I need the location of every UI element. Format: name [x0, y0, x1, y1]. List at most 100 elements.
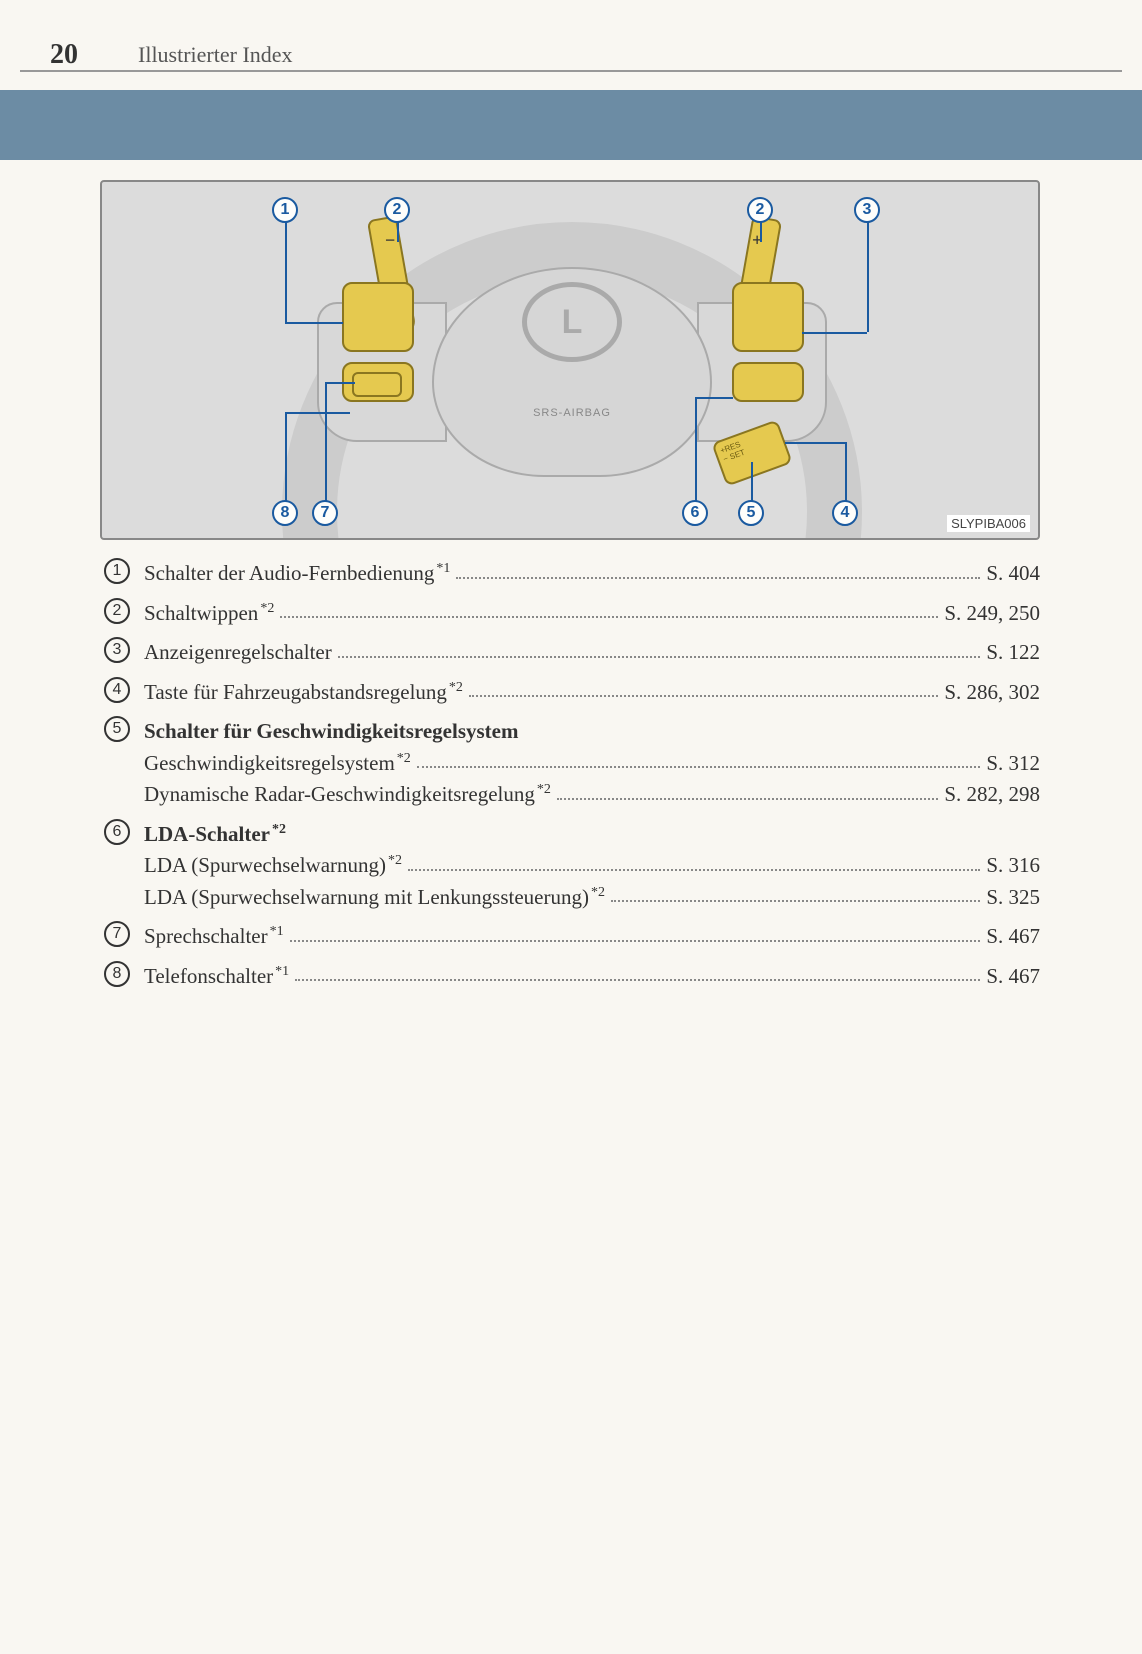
index-label: Schalter der Audio-Fernbedienung*1	[144, 558, 450, 590]
accent-band	[0, 90, 1142, 160]
index-line: Sprechschalter*1 S. 467	[144, 921, 1040, 953]
index-label: Taste für Fahrzeugabstandsregelung*2	[144, 677, 463, 709]
index-bullet: 2	[100, 598, 134, 624]
callout-3: 3	[854, 197, 880, 223]
page-ref: S. 467	[986, 961, 1040, 993]
page-ref: S. 282, 298	[944, 779, 1040, 811]
callout-4: 4	[832, 500, 858, 526]
footnote-ref: *2	[449, 680, 463, 695]
index-label: LDA (Spurwechselwarnung)*2	[144, 850, 402, 882]
lead-line	[802, 332, 867, 334]
lead-line	[325, 382, 327, 502]
section-title: Illustrierter Index	[138, 42, 293, 68]
index-item-body: LDA-Schalter*2LDA (Spurwechselwarnung)*2…	[144, 819, 1040, 914]
lead-line	[845, 442, 847, 502]
circle-number: 1	[104, 558, 130, 584]
index-line: Schalter für Geschwindigkeitsregelsystem	[144, 716, 1040, 748]
leader-dots	[417, 766, 981, 768]
index-bullet: 1	[100, 558, 134, 584]
leader-dots	[338, 656, 981, 658]
footnote-ref: *2	[397, 751, 411, 766]
index-line: AnzeigenregelschalterS. 122	[144, 637, 1040, 669]
callout-8: 8	[272, 500, 298, 526]
circle-number: 2	[104, 598, 130, 624]
leader-dots	[611, 900, 980, 902]
index-label: Dynamische Radar-Geschwindigkeitsregelun…	[144, 779, 551, 811]
index-row: 2 Schaltwippen*2 S. 249, 250	[100, 594, 1040, 634]
index-bullet: 8	[100, 961, 134, 987]
leader-dots	[557, 798, 938, 800]
index-item-body: AnzeigenregelschalterS. 122	[144, 637, 1040, 669]
index-row: 4 Taste für Fahrzeugabstandsregelung*2 S. …	[100, 673, 1040, 713]
page-ref: S. 467	[986, 921, 1040, 953]
callout-6: 6	[682, 500, 708, 526]
index-bullet: 6	[100, 819, 134, 845]
airbag-label: SRS-AIRBAG	[502, 407, 642, 419]
index-bullet: 4	[100, 677, 134, 703]
leader-dots	[295, 979, 980, 981]
lead-line	[867, 222, 869, 332]
leader-dots	[408, 869, 980, 871]
lead-line	[785, 442, 845, 444]
footnote-ref: *1	[275, 964, 289, 979]
lead-line	[285, 322, 343, 324]
index-label: Schalter für Geschwindigkeitsregelsystem	[144, 716, 518, 748]
index-label: Schaltwippen*2	[144, 598, 274, 630]
lexus-logo: L	[522, 282, 622, 362]
header-rule	[20, 70, 1122, 72]
lead-line	[285, 412, 287, 502]
steering-wheel-figure: L SRS-AIRBAG − + +RES− SET 122387654 SLY…	[100, 180, 1040, 540]
paddle-minus-icon: −	[385, 230, 395, 251]
index-item-body: Taste für Fahrzeugabstandsregelung*2 S. 2…	[144, 677, 1040, 709]
lead-line	[285, 412, 350, 414]
index-item-body: Schalter für Geschwindigkeitsregelsystem…	[144, 716, 1040, 811]
index-line: Telefonschalter*1 S. 467	[144, 961, 1040, 993]
page-ref: S. 312	[986, 748, 1040, 780]
circle-number: 8	[104, 961, 130, 987]
footnote-ref: *2	[537, 782, 551, 797]
lda-btn-group	[732, 362, 804, 402]
callout-7: 7	[312, 500, 338, 526]
content-area: L SRS-AIRBAG − + +RES− SET 122387654 SLY…	[100, 180, 1040, 996]
lead-line	[397, 222, 399, 242]
index-label: LDA-Schalter*2	[144, 819, 286, 851]
index-line: Schalter der Audio-Fernbedienung*1S. 404	[144, 558, 1040, 590]
page-ref: S. 325	[986, 882, 1040, 914]
page-ref: S. 286, 302	[944, 677, 1040, 709]
page-ref: S. 122	[986, 637, 1040, 669]
page-ref: S. 249, 250	[944, 598, 1040, 630]
index-bullet: 5	[100, 716, 134, 742]
page-number: 20	[50, 39, 78, 71]
callout-2: 2	[747, 197, 773, 223]
index-line: Taste für Fahrzeugabstandsregelung*2 S. 2…	[144, 677, 1040, 709]
index-line: Geschwindigkeitsregelsystem*2S. 312	[144, 748, 1040, 780]
index-line: Dynamische Radar-Geschwindigkeitsregelun…	[144, 779, 1040, 811]
index-row: 7 Sprechschalter*1 S. 467	[100, 917, 1040, 957]
circle-number: 6	[104, 819, 130, 845]
callout-2: 2	[384, 197, 410, 223]
index-line: LDA (Spurwechselwarnung mit Lenkungssteu…	[144, 882, 1040, 914]
leader-dots	[456, 577, 980, 579]
index-list: 1 Schalter der Audio-Fernbedienung*1S. 40…	[100, 554, 1040, 996]
talk-btn	[352, 372, 402, 397]
index-row: 3AnzeigenregelschalterS. 122	[100, 633, 1040, 673]
index-label: Telefonschalter*1	[144, 961, 289, 993]
index-label: Sprechschalter*1	[144, 921, 284, 953]
index-bullet: 7	[100, 921, 134, 947]
lead-line	[751, 462, 753, 502]
leader-dots	[290, 940, 981, 942]
footnote-ref: *1	[270, 924, 284, 939]
lead-line	[285, 222, 287, 322]
lead-line	[760, 222, 762, 242]
callout-5: 5	[738, 500, 764, 526]
leader-dots	[280, 616, 938, 618]
index-item-body: Telefonschalter*1 S. 467	[144, 961, 1040, 993]
page-ref: S. 316	[986, 850, 1040, 882]
figure-code: SLYPIBA006	[947, 515, 1030, 532]
circle-number: 5	[104, 716, 130, 742]
footnote-ref: *2	[272, 822, 286, 837]
index-row: 1 Schalter der Audio-Fernbedienung*1S. 40…	[100, 554, 1040, 594]
page-header: 20 Illustrierter Index	[0, 30, 1142, 80]
lead-line	[695, 397, 733, 399]
circle-number: 7	[104, 921, 130, 947]
